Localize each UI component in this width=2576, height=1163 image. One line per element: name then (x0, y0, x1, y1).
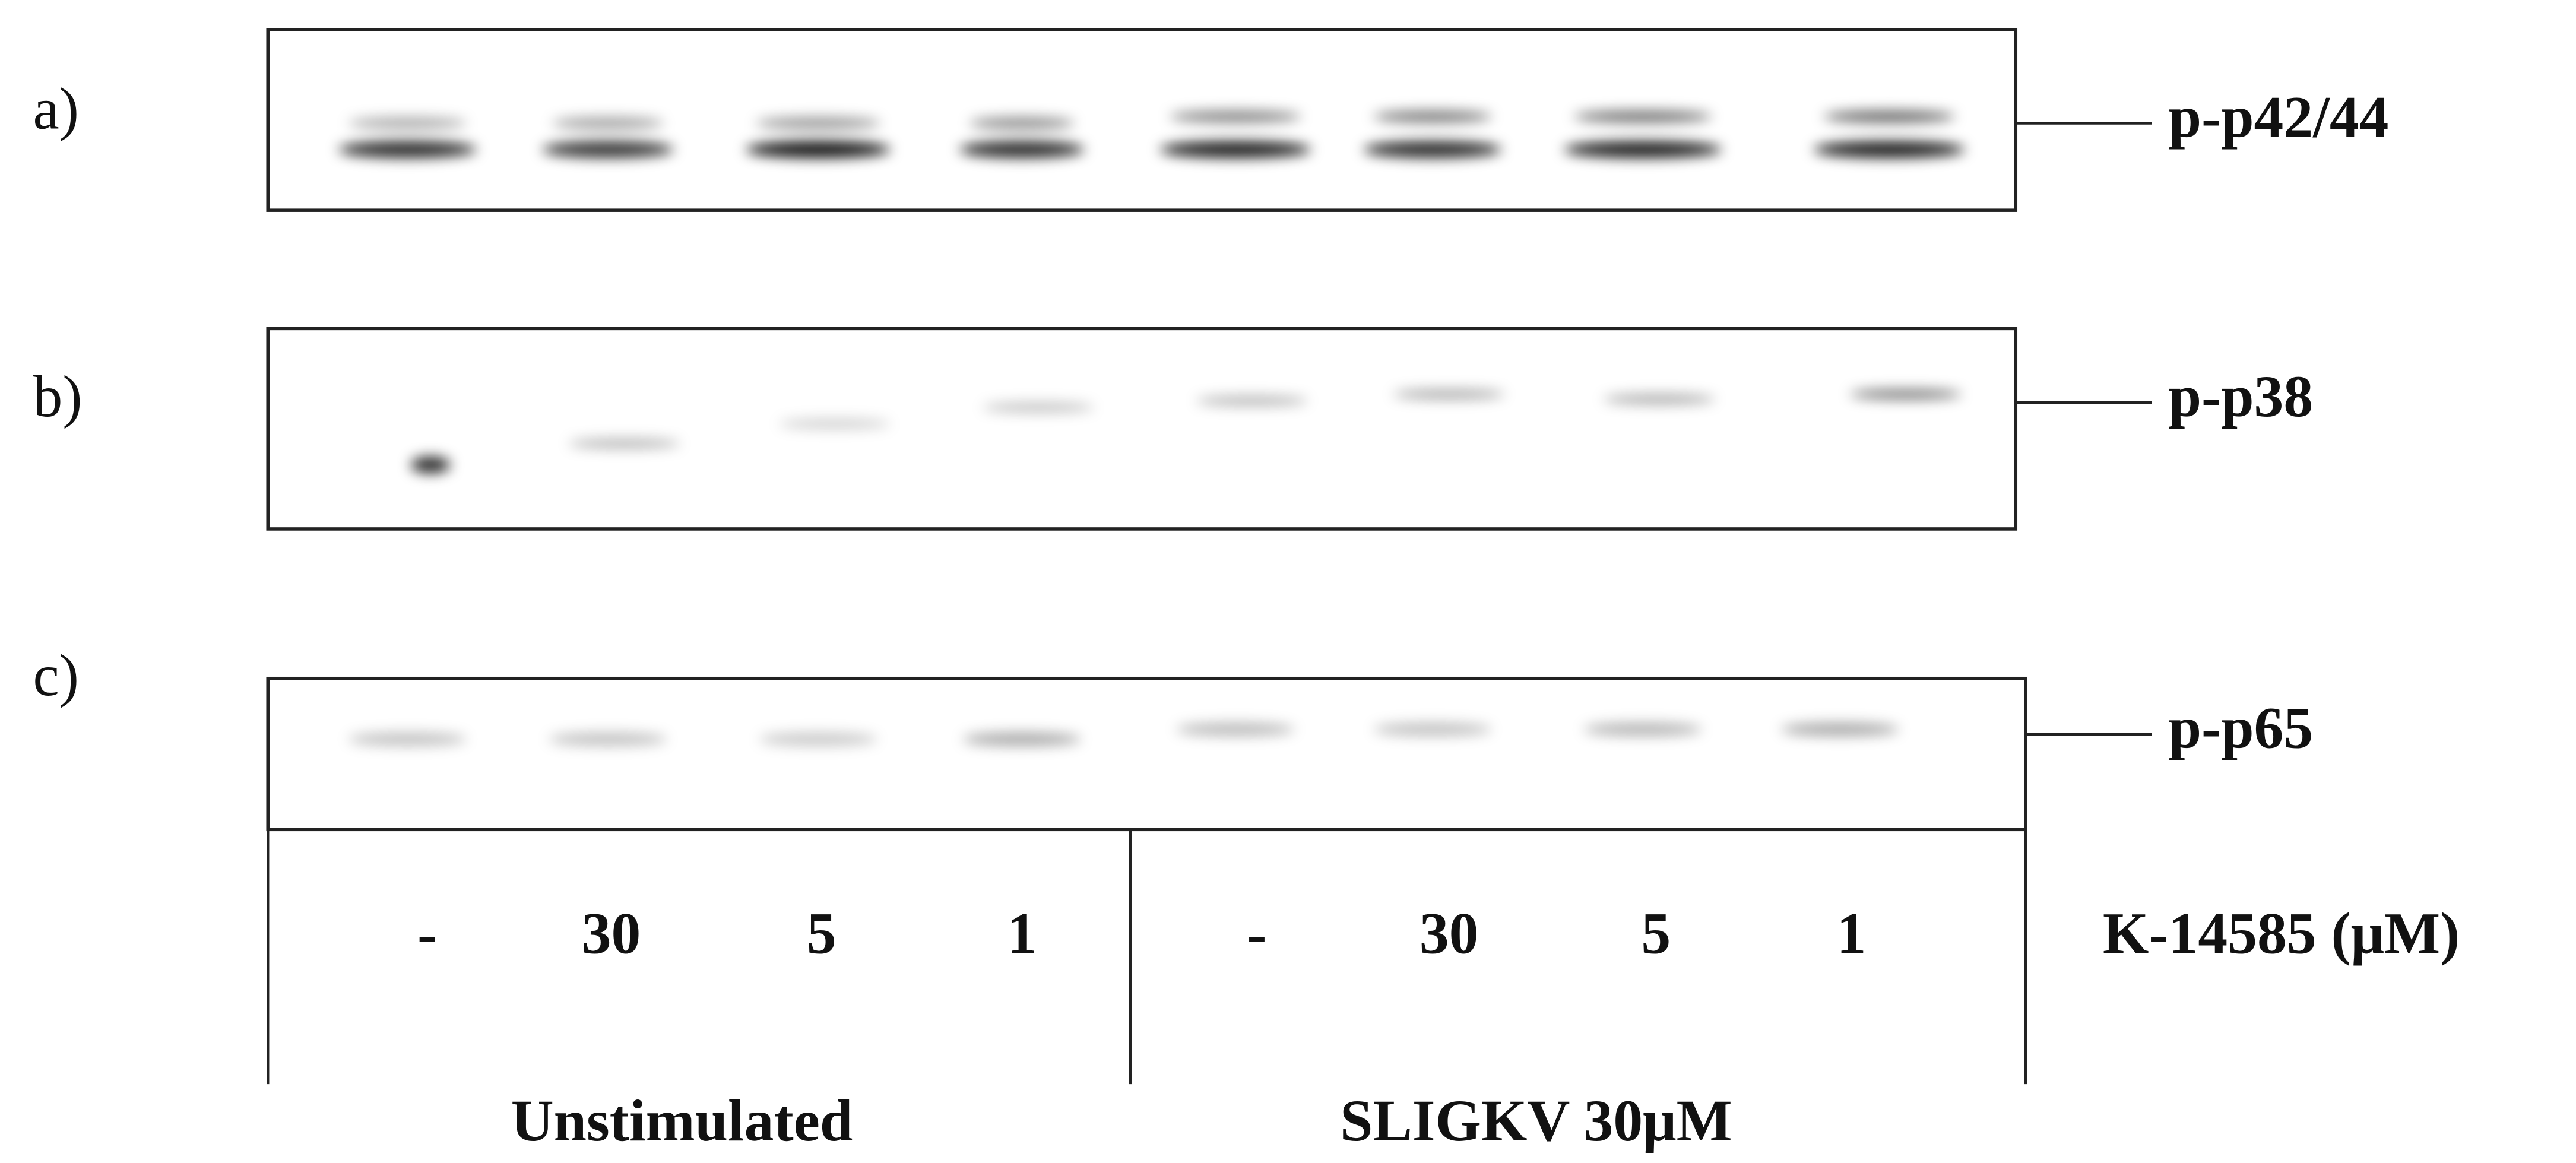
band (1850, 389, 1962, 400)
marker-label: p-p38 (2169, 363, 2314, 429)
band (1584, 722, 1702, 736)
band (552, 118, 664, 129)
band (1373, 722, 1491, 736)
band (348, 118, 467, 129)
panel-frame (268, 679, 2026, 830)
band (1814, 141, 1965, 158)
band (746, 141, 890, 158)
lane-label: - (417, 901, 437, 966)
treatment-label: K-14585 (μM) (2103, 901, 2460, 966)
band (542, 141, 673, 158)
band (756, 118, 880, 129)
lane-label: 1 (1007, 901, 1037, 966)
band (759, 733, 877, 746)
band (959, 141, 1084, 158)
band (779, 419, 891, 429)
blot-bands (338, 111, 1965, 746)
band (1373, 111, 1491, 122)
western-blot-figure: a) b) c) p-p42/44 p-p38 p-p65 K-14585 (μ… (0, 0, 2576, 1163)
band (549, 733, 667, 746)
band (1170, 111, 1301, 122)
lane-label: 5 (1641, 901, 1671, 966)
panel-label: a) (33, 76, 79, 142)
lane-label: 5 (807, 901, 837, 966)
lane-label: 1 (1837, 901, 1867, 966)
band (1824, 111, 1955, 122)
band (969, 118, 1075, 129)
band (1176, 722, 1294, 736)
band (411, 457, 450, 473)
band (1564, 141, 1722, 158)
group-label: Unstimulated (511, 1088, 853, 1154)
lane-label: 30 (582, 901, 641, 966)
band (963, 733, 1081, 746)
marker-label: p-p65 (2169, 695, 2314, 761)
panel-frame (268, 30, 2016, 210)
group-label: SLIGKV 30μM (1340, 1088, 1732, 1154)
band (348, 733, 467, 746)
band (1393, 389, 1505, 400)
marker-label: p-p42/44 (2169, 84, 2389, 150)
band (569, 439, 680, 449)
band (1364, 141, 1501, 158)
band (1574, 111, 1712, 122)
lane-label: - (1247, 901, 1266, 966)
band (1604, 394, 1715, 404)
panel-label: c) (33, 642, 79, 708)
panel-label: b) (33, 363, 83, 429)
panel-frame (268, 328, 2016, 529)
band (1781, 722, 1899, 736)
band (1196, 396, 1308, 406)
band (1160, 141, 1311, 158)
lane-label: 30 (1420, 901, 1479, 966)
band (338, 141, 476, 158)
band (983, 403, 1094, 413)
